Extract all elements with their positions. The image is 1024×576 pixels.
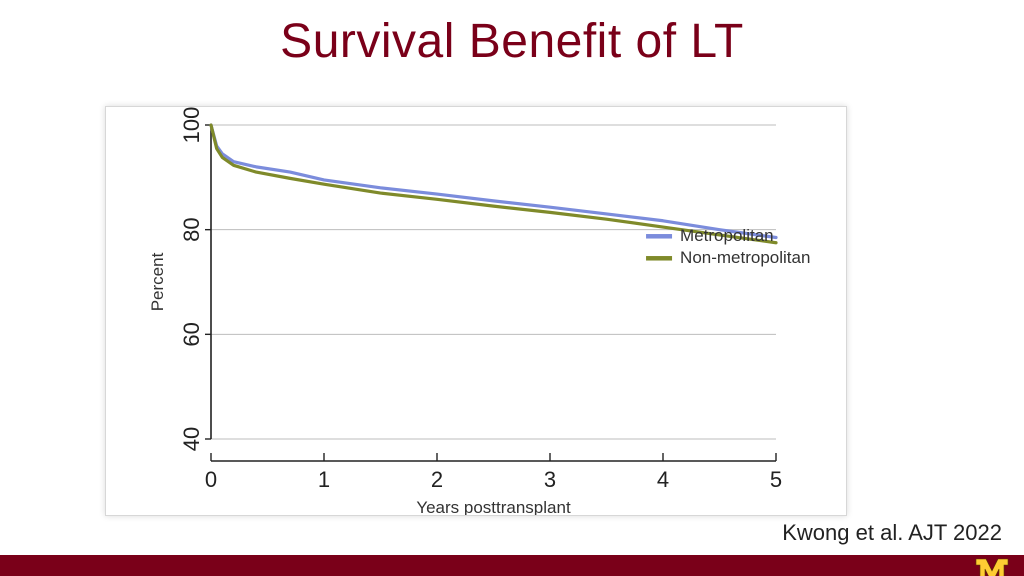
svg-text:0: 0 [205,467,217,492]
svg-text:3: 3 [544,467,556,492]
svg-text:Percent: Percent [148,252,167,311]
svg-text:5: 5 [770,467,782,492]
chart-frame: 40 60 80 100 0 1 2 3 4 5 Percent Years posttranspla… [105,106,847,516]
citation-text: Kwong et al. AJT 2022 [782,520,1002,546]
page-title: Survival Benefit of LT [0,14,1024,69]
svg-text:60: 60 [179,322,204,346]
svg-text:Metropolitan: Metropolitan [680,226,774,245]
svg-text:80: 80 [179,217,204,241]
svg-text:40: 40 [179,427,204,451]
svg-text:Non-metropolitan: Non-metropolitan [680,248,810,267]
survival-chart: 40 60 80 100 0 1 2 3 4 5 Percent Years posttranspla… [106,107,846,515]
umn-logo-icon [974,557,1010,576]
svg-text:Years posttransplant: Years posttransplant [416,498,571,515]
svg-text:4: 4 [657,467,669,492]
svg-text:100: 100 [179,107,204,143]
footer-bar [0,555,1024,576]
svg-text:2: 2 [431,467,443,492]
svg-text:1: 1 [318,467,330,492]
